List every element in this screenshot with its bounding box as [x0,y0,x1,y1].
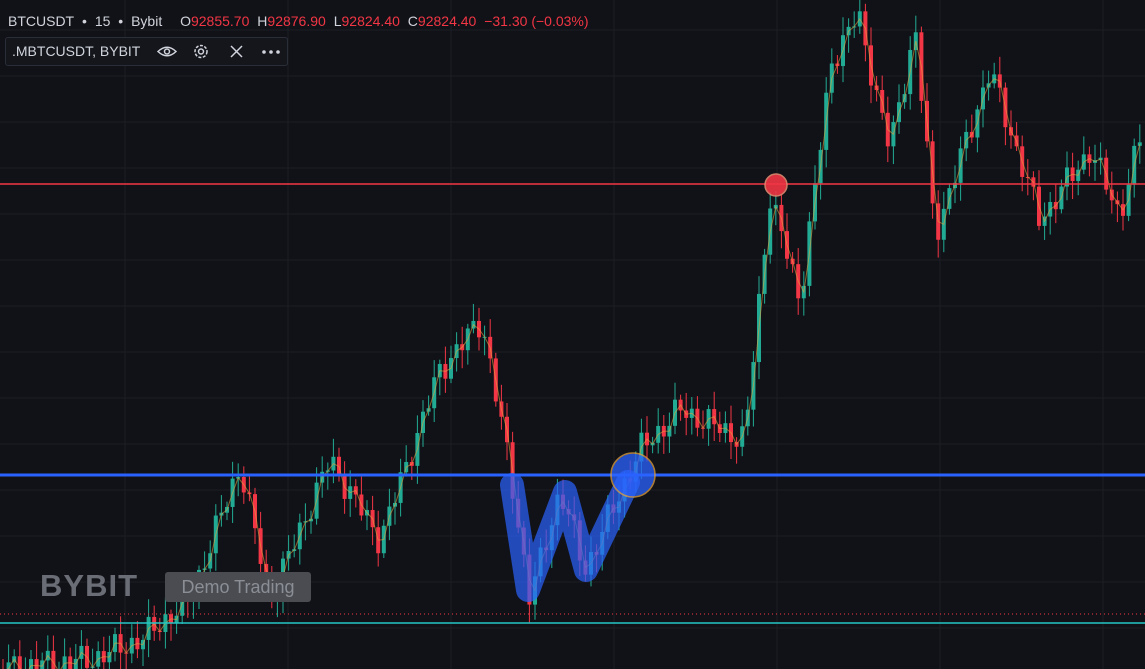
settings-icon[interactable] [194,44,208,59]
ohlc-value: 92824.40 [341,13,400,29]
close-icon[interactable] [230,45,243,58]
indicator-row: .MBTCUSDT, BYBIT [5,37,288,66]
more-icon[interactable] [262,50,280,54]
candle-body [29,659,33,669]
candle-body [40,660,45,669]
change: −31.30 (−0.03%) [484,13,589,29]
ohlc-label: H [257,13,268,29]
candle-body [6,662,11,669]
separator: • [82,13,87,29]
w-drawing [500,470,640,602]
candle-body [34,659,39,669]
ohlc: O92855.70 H92876.90 L92824.40 C92824.40 … [180,13,592,29]
watermark-badge: Demo Trading [165,572,311,602]
ohlc-label: L [333,13,342,29]
marker [764,173,788,197]
eye-icon[interactable] [156,46,178,57]
indicator-icons [156,44,280,59]
watermark-brand: BYBIT [40,568,138,603]
interval: 15 [94,13,111,29]
ohlc-value: 92824.40 [417,13,477,29]
marker [610,452,656,498]
legend-header: BTCUSDT • 15 • Bybit O92855.70 H92876.90… [8,13,597,29]
candle-body [17,656,22,669]
separator: • [118,13,124,29]
exchange: Bybit [131,13,163,29]
ohlc-label: C [407,13,418,29]
candle-body [51,650,56,669]
ohlc-label: O [180,13,191,29]
indicator-name: .MBTCUSDT, BYBIT [12,43,141,59]
ohlc-value: 92855.70 [190,13,250,29]
ohlc-value: 92876.90 [267,13,326,29]
candle-body [62,656,67,669]
symbol: BTCUSDT [8,13,75,29]
